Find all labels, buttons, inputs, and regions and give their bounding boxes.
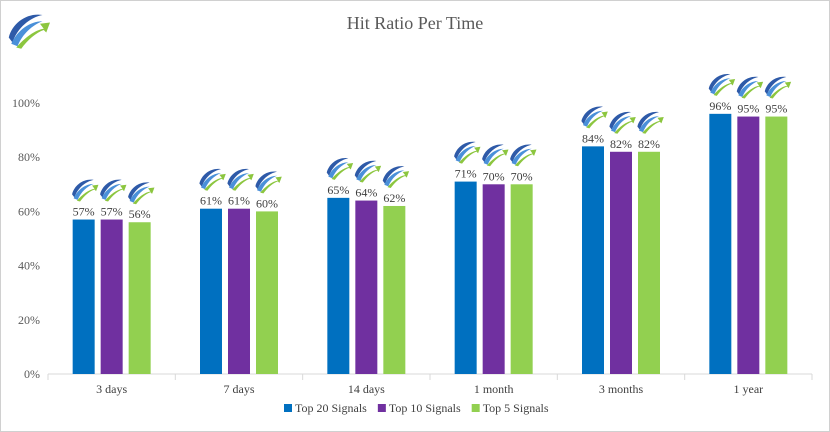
data-label-logo-icon: [510, 144, 537, 167]
data-label: 65%: [327, 183, 349, 197]
bar[interactable]: [355, 200, 378, 374]
y-tick-label: 40%: [18, 259, 40, 273]
bar[interactable]: [709, 113, 732, 374]
data-label-logo-icon: [708, 73, 736, 96]
x-category-label: 7 days: [224, 382, 255, 396]
data-label: 84%: [582, 131, 604, 145]
data-label: 64%: [355, 186, 377, 200]
data-label-logo-icon: [128, 182, 155, 205]
y-axis: 0% 20% 40% 60% 80% 100%: [12, 96, 40, 381]
y-tick-label: 0%: [24, 367, 40, 381]
bar[interactable]: [128, 222, 151, 374]
data-label-logo-icon: [72, 179, 99, 202]
data-label: 61%: [200, 194, 222, 208]
data-label: 57%: [73, 205, 95, 219]
data-label-logo-icon: [100, 179, 127, 202]
bar[interactable]: [327, 197, 350, 374]
y-tick-label: 20%: [18, 313, 40, 327]
y-tick-label: 100%: [12, 96, 40, 110]
data-label: 60%: [256, 196, 278, 210]
legend[interactable]: Top 20 Signals Top 10 Signals Top 5 Signal…: [284, 401, 549, 415]
logo-icon: [8, 14, 50, 49]
bar[interactable]: [510, 184, 533, 374]
bar[interactable]: [228, 208, 250, 374]
data-label: 56%: [129, 207, 151, 221]
legend-swatch: [284, 404, 292, 412]
x-axis: 3 days 7 days 14 days 1 month 3 months 1 year: [47, 373, 813, 396]
data-label: 71%: [455, 167, 477, 181]
x-category-label: 14 days: [348, 382, 385, 396]
x-category-label: 1 month: [474, 382, 514, 396]
bar[interactable]: [454, 181, 477, 374]
data-label-logo-icon: [764, 76, 792, 99]
bar[interactable]: [100, 219, 123, 374]
bar[interactable]: [610, 151, 632, 374]
data-label-logo-icon: [581, 106, 608, 129]
x-category-label: 3 months: [599, 382, 644, 396]
data-label-logo-icon: [326, 158, 354, 180]
bar[interactable]: [482, 184, 505, 374]
data-label: 96%: [709, 99, 731, 113]
legend-label[interactable]: Top 5 Signals: [483, 401, 549, 415]
bars: 57% 61% 65% 71% 84% 96% 57% 61% 64% 70% 82% 95% 56% 6…: [72, 73, 792, 375]
legend-swatch: [471, 404, 480, 412]
y-tick-label: 60%: [18, 204, 40, 218]
legend-swatch: [377, 404, 386, 412]
data-label-logo-icon: [609, 111, 636, 134]
bar[interactable]: [737, 116, 760, 375]
data-label: 95%: [737, 102, 759, 116]
data-label: 57%: [101, 205, 123, 219]
bar[interactable]: [582, 146, 604, 374]
data-label-logo-icon: [454, 141, 481, 164]
data-label-logo-icon: [354, 160, 382, 183]
data-label: 70%: [511, 169, 533, 183]
data-label-logo-icon: [255, 171, 282, 194]
data-label: 70%: [483, 169, 505, 183]
data-label-logo-icon: [482, 144, 509, 167]
bar[interactable]: [765, 116, 788, 375]
bar[interactable]: [638, 151, 660, 374]
data-label-logo-icon: [227, 168, 254, 191]
x-category-label: 3 days: [96, 382, 127, 396]
y-tick-label: 80%: [18, 150, 40, 164]
legend-label[interactable]: Top 10 Signals: [389, 401, 461, 415]
bar[interactable]: [256, 211, 278, 374]
legend-label[interactable]: Top 20 Signals: [295, 401, 367, 415]
data-label-logo-icon: [382, 166, 410, 188]
data-label-logo-icon: [199, 168, 226, 191]
data-label: 62%: [383, 191, 405, 205]
data-label-logo-icon: [736, 76, 764, 99]
chart-title: Hit Ratio Per Time: [347, 13, 484, 33]
bar[interactable]: [383, 205, 406, 374]
data-label: 95%: [765, 102, 787, 116]
bar[interactable]: [200, 208, 222, 374]
bar[interactable]: [72, 219, 95, 374]
data-label: 82%: [610, 137, 632, 151]
data-label: 82%: [638, 137, 660, 151]
data-label: 61%: [228, 194, 250, 208]
x-category-label: 1 year: [734, 382, 764, 396]
data-label-logo-icon: [637, 111, 664, 134]
